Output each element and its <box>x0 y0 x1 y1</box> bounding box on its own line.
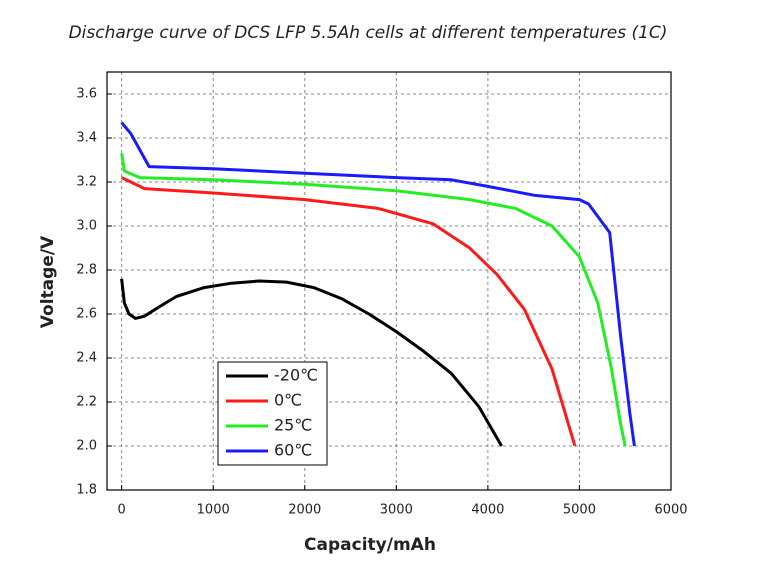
x-tick-label: 6000 <box>654 503 687 518</box>
x-tick-label: 0 <box>118 503 126 518</box>
y-tick-label: 1.8 <box>76 483 97 498</box>
legend-box <box>217 361 328 466</box>
y-tick-label: 2.8 <box>76 263 97 278</box>
legend-label: -20℃ <box>274 366 318 385</box>
y-tick-label: 2.6 <box>76 307 97 322</box>
y-tick-label: 3.0 <box>76 219 97 234</box>
y-axis-title: Voltage/V <box>38 235 58 328</box>
legend-label: 0℃ <box>274 391 302 410</box>
y-tick-label: 3.4 <box>76 131 97 146</box>
x-tick-label: 3000 <box>380 503 413 518</box>
x-tick-label: 4000 <box>471 503 504 518</box>
plot-frame <box>106 71 672 491</box>
series-line <box>120 121 636 447</box>
y-tick-label: 2.2 <box>76 395 97 410</box>
series-line <box>120 278 503 447</box>
y-tick-label: 3.6 <box>76 87 97 102</box>
x-tick-label: 1000 <box>197 503 230 518</box>
x-axis-title: Capacity/mAh <box>304 535 436 555</box>
legend-label: 60℃ <box>274 441 312 460</box>
y-tick-label: 2.0 <box>76 439 97 454</box>
chart-title: Discharge curve of DCS LFP 5.5Ah cells a… <box>69 23 668 43</box>
legend-label: 25℃ <box>274 416 312 435</box>
series-line <box>120 176 577 447</box>
series-line <box>120 153 627 447</box>
x-tick-label: 5000 <box>563 503 596 518</box>
y-tick-label: 2.4 <box>76 351 97 366</box>
x-tick-label: 2000 <box>288 503 321 518</box>
y-tick-label: 3.2 <box>76 175 97 190</box>
